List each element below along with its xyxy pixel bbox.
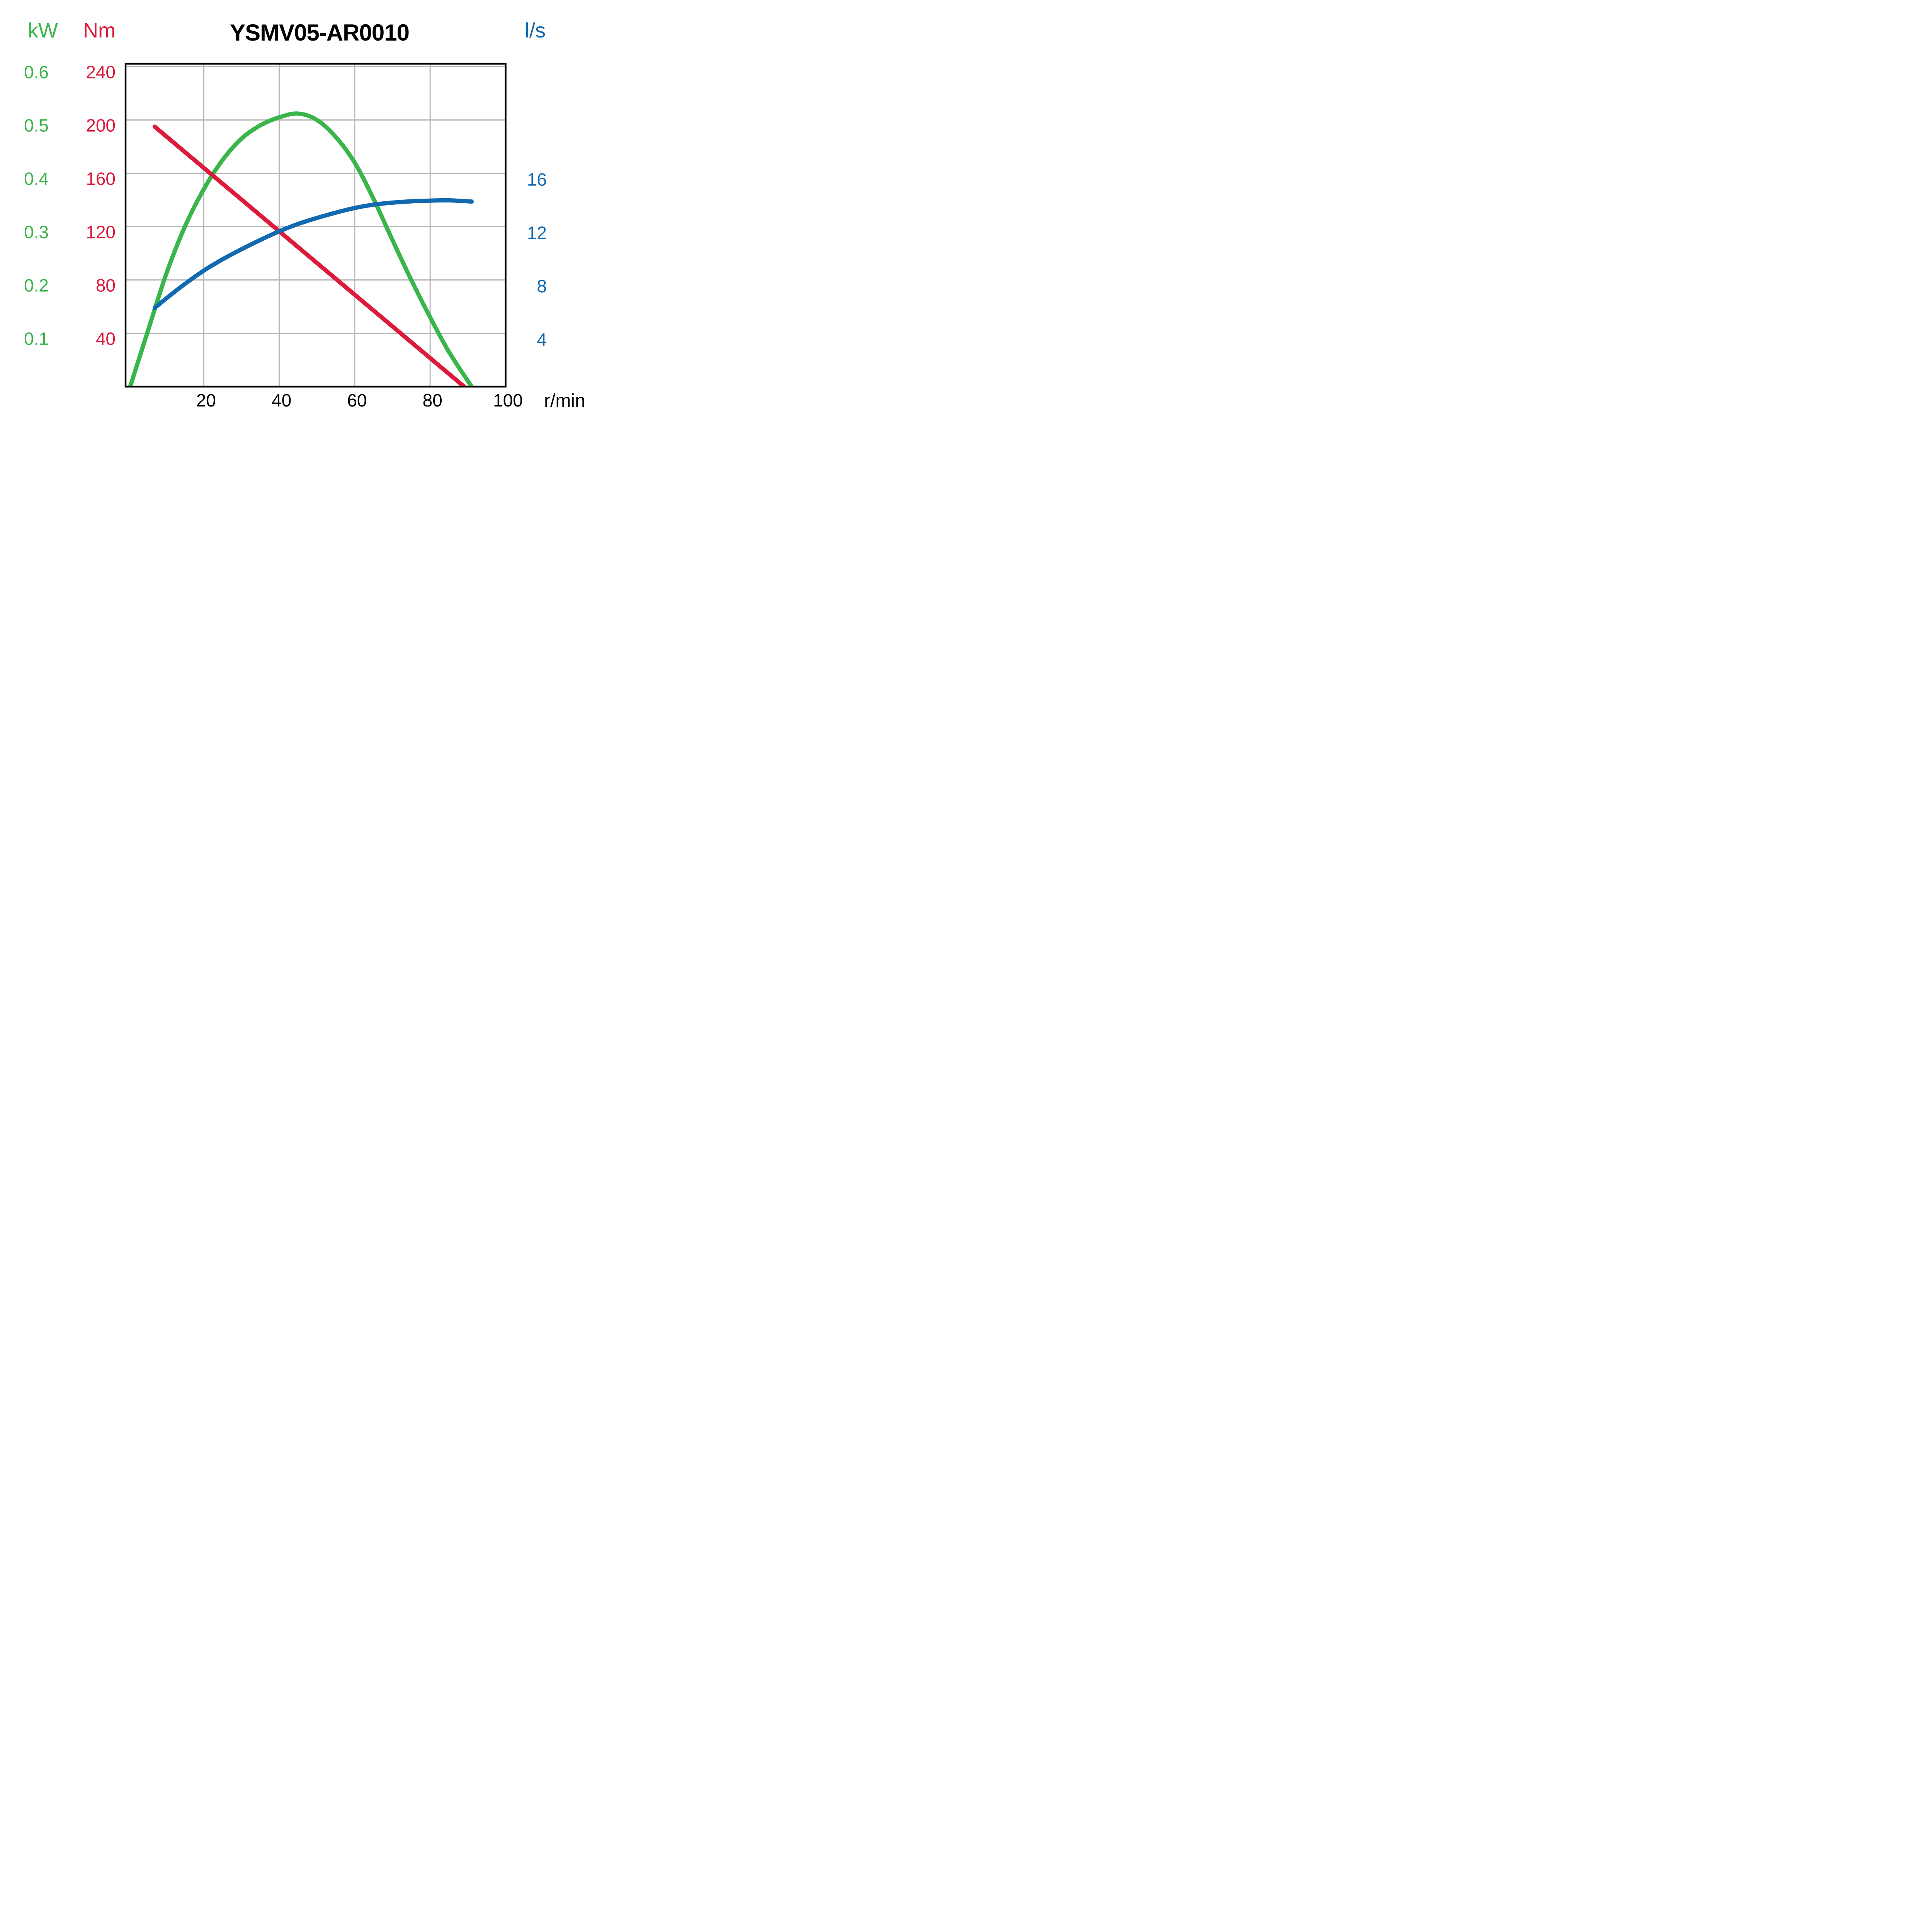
flow-tick-label: 4 xyxy=(537,330,547,350)
x-tick-label: 60 xyxy=(347,390,367,410)
torque-tick-label: 40 xyxy=(96,329,116,349)
x-axis-unit-label: r/min xyxy=(544,391,585,411)
torque-nm-curve xyxy=(152,124,466,386)
tick-labels: 0.6 0.5 0.4 0.3 0.2 0.1 240 200 160 120 80 40 16 12 8 4… xyxy=(24,62,547,411)
x-tick-label: 80 xyxy=(423,390,442,410)
power-tick-label: 0.1 xyxy=(24,329,49,349)
x-tick-label: 20 xyxy=(196,390,216,410)
torque-tick-label: 80 xyxy=(96,276,116,296)
x-tick-label: 100 xyxy=(493,390,523,410)
power-tick-label: 0.2 xyxy=(24,276,49,296)
power-tick-label: 0.3 xyxy=(24,222,49,242)
torque-tick-label: 200 xyxy=(86,116,116,136)
torque-tick-label: 120 xyxy=(86,222,116,242)
torque-axis-unit-label: Nm xyxy=(83,19,116,42)
plot-frame xyxy=(124,63,507,388)
power-axis-unit-label: kW xyxy=(28,19,58,42)
power-kw-curve xyxy=(128,111,474,386)
flow-axis-unit-label: l/s xyxy=(525,19,546,42)
x-tick-label: 40 xyxy=(272,390,291,410)
flow-tick-label: 16 xyxy=(527,170,547,190)
flow-tick-label: 8 xyxy=(537,276,547,296)
torque-tick-label: 240 xyxy=(86,62,116,82)
chart-svg: 0.6 0.5 0.4 0.3 0.2 0.1 240 200 160 120 80 40 16 12 8 4… xyxy=(24,62,547,411)
power-tick-label: 0.6 xyxy=(24,62,49,82)
flow-tick-label: 12 xyxy=(527,223,547,243)
gridlines xyxy=(126,64,506,387)
power-tick-label: 0.5 xyxy=(24,116,49,136)
pump-curve-chart-page: kW Nm YSMV05-AR0010 l/s r/min 0.6 0.5 0.4 0… xyxy=(0,0,615,422)
flow-ls-curve xyxy=(152,198,474,310)
chart-title: YSMV05-AR0010 xyxy=(230,20,410,46)
torque-tick-label: 160 xyxy=(86,169,116,189)
power-tick-label: 0.4 xyxy=(24,169,49,189)
curves xyxy=(128,111,474,386)
